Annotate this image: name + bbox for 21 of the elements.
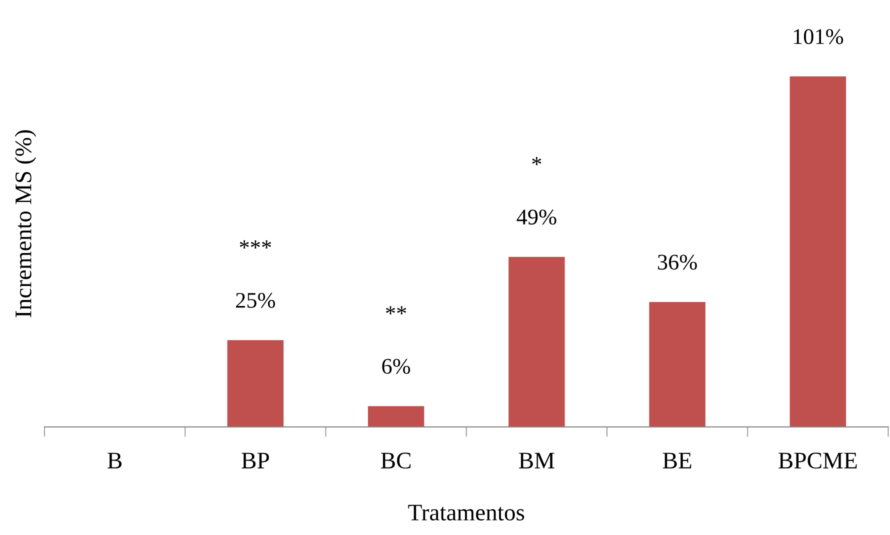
- data-label: 6%: [382, 358, 410, 374]
- data-label: 101%: [794, 29, 844, 44]
- x-tick-label: BM: [518, 452, 554, 468]
- x-tick-label: BE: [662, 452, 692, 468]
- y-axis-title: Incremento MS (%): [14, 130, 36, 318]
- x-axis-title: Tratamentos: [408, 504, 524, 521]
- annotation: **: [386, 306, 406, 314]
- annotation: ***: [240, 240, 272, 248]
- x-tick-label: BP: [242, 452, 269, 468]
- x-tick-label: BPCME: [778, 452, 857, 469]
- bar: [368, 406, 424, 427]
- bar: [508, 256, 565, 427]
- data-label: 25%: [236, 292, 276, 308]
- bar: [649, 302, 706, 427]
- bar: [790, 76, 846, 427]
- x-tick-label: BC: [380, 452, 410, 469]
- data-label: 36%: [658, 254, 697, 270]
- x-tick-label: B: [108, 452, 122, 468]
- annotation: *: [532, 157, 542, 166]
- data-label: 49%: [516, 210, 556, 225]
- bar: [227, 340, 284, 427]
